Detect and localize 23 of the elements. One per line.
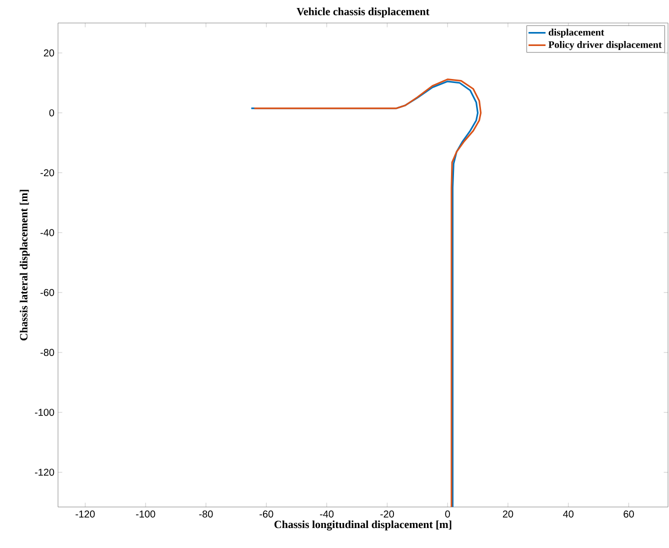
x-tick-label: -40: [320, 510, 334, 518]
chart-title: Vehicle chassis displacement: [296, 8, 430, 18]
x-tick-label: -120: [76, 510, 95, 518]
x-axis-title: Chassis longitudinal displacement [m]: [274, 520, 452, 530]
y-tick-label: -20: [40, 169, 54, 176]
y-tick-label: -100: [34, 408, 54, 416]
y-tick-label: 20: [44, 49, 54, 56]
x-tick-label: 40: [563, 510, 574, 518]
y-tick-label: -60: [40, 289, 54, 296]
y-axis-title: Chassis lateral displacement [m]: [20, 190, 30, 340]
x-tick-label: -100: [136, 510, 156, 518]
x-tick-label: -60: [260, 510, 274, 518]
x-tick-label: 0: [445, 510, 450, 518]
x-tick-label: 60: [624, 510, 634, 518]
x-tick-label: -80: [199, 510, 213, 518]
y-tick-label: -80: [40, 348, 54, 356]
legend-label: displacement: [548, 28, 604, 38]
x-tick-label: -20: [380, 510, 394, 518]
y-tick-label: -120: [34, 468, 54, 476]
legend-label: Policy driver displacement: [548, 40, 662, 50]
y-tick-label: -40: [40, 229, 54, 236]
y-tick-label: 0: [49, 109, 54, 116]
x-tick-label: 20: [502, 510, 514, 518]
